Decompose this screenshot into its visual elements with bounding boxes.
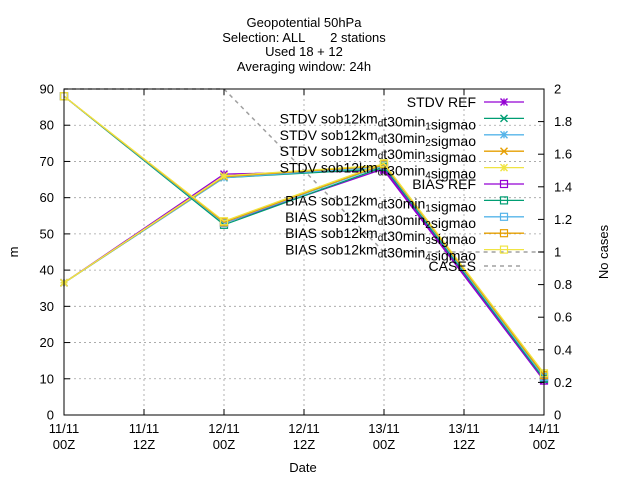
titles: Geopotential 50hPa Selection: ALL 2 stat… — [6, 15, 611, 475]
legend-item: BIAS sob12kmdt30min3sigmao — [285, 225, 524, 247]
y-tick-label: 30 — [40, 299, 54, 314]
data-point — [499, 179, 509, 189]
data-point — [379, 159, 389, 168]
x-tick-label-time: 12Z — [133, 437, 155, 452]
y2-tick-label: 1.6 — [554, 147, 572, 162]
x-tick-label-time: 00Z — [533, 437, 555, 452]
y-tick-label: 60 — [40, 190, 54, 205]
legend-label: BIAS sob12kmdt30min4sigmao — [285, 242, 476, 264]
y2-tick-label: 0.2 — [554, 375, 572, 390]
y2-tick-label: 0.4 — [554, 342, 572, 357]
series-line — [63, 95, 545, 380]
legend-label: STDV sob12kmdt30min2sigmao — [280, 127, 477, 149]
x-tick-label: 14/11 — [528, 421, 560, 436]
data-point — [500, 114, 508, 123]
y-tick-label: 50 — [40, 226, 54, 241]
data-point — [220, 171, 228, 180]
legend-item: STDV sob12kmdt30min2sigmao — [280, 127, 524, 149]
legend-item: CASES — [429, 258, 524, 274]
y2-axis-label: No cases — [596, 224, 611, 279]
legend-item: BIAS sob12kmdt30min2sigmao — [285, 209, 524, 231]
y2-tick-label: 0 — [554, 408, 561, 423]
x-tick-label: 12/11 — [208, 421, 240, 436]
data-point — [499, 229, 509, 238]
y-tick-label: 80 — [40, 118, 54, 133]
legend-item: STDV sob12kmdt30min3sigmao — [280, 143, 524, 165]
legend-label: CASES — [429, 258, 476, 274]
chart-title-line-2: Selection: ALL 2 stations — [222, 30, 386, 45]
y2-tick-label: 0.6 — [554, 310, 572, 325]
x-tick-label: 12/11 — [288, 421, 320, 436]
x-tick-label: 11/11 — [49, 421, 80, 436]
legend-label: STDV sob12kmdt30min3sigmao — [280, 143, 477, 165]
legend-label: BIAS sob12kmdt30min3sigmao — [285, 225, 476, 247]
chart-title-line-1: Geopotential 50hPa — [247, 15, 363, 30]
legend-item: STDV sob12kmdt30min1sigmao — [280, 110, 524, 132]
x-tick-label: 13/11 — [368, 421, 400, 436]
x-tick-label-time: 00Z — [373, 437, 395, 452]
y2-tick-label: 1 — [554, 245, 561, 260]
data-point — [499, 212, 509, 221]
data-point — [219, 217, 229, 226]
y2-tick-label: 0.8 — [554, 277, 572, 292]
grid — [64, 89, 544, 415]
x-tick-label-time: 00Z — [53, 437, 75, 452]
x-tick-label-time: 12Z — [293, 437, 315, 452]
x-tick-label: 13/11 — [448, 421, 480, 436]
axes: 11/1100Z11/1112Z12/1100Z12/1112Z13/1100Z… — [40, 82, 573, 453]
y2-tick-label: 2 — [554, 82, 561, 97]
legend-label: BIAS REF — [412, 176, 476, 192]
legend-item: STDV sob12kmdt30min4sigmao — [280, 160, 524, 182]
x-tick-label-time: 00Z — [213, 437, 235, 452]
y-tick-label: 20 — [40, 335, 54, 350]
series-line — [63, 95, 545, 374]
data-point — [500, 163, 508, 172]
legend-label: BIAS sob12kmdt30min2sigmao — [285, 209, 476, 231]
x-axis-label: Date — [289, 460, 316, 475]
y-tick-label: 0 — [47, 408, 54, 423]
legend-label: STDV sob12kmdt30min4sigmao — [280, 160, 477, 182]
chart-title-line-4: Averaging window: 24h — [237, 59, 371, 74]
y2-tick-label: 1.8 — [554, 114, 572, 129]
data-point — [500, 130, 508, 139]
series-layer — [59, 92, 549, 385]
y-tick-label: 40 — [40, 263, 54, 278]
y-tick-label: 70 — [40, 154, 54, 169]
y-tick-label: 10 — [40, 371, 54, 386]
legend-item: BIAS REF — [412, 176, 524, 192]
y-tick-label: 90 — [40, 82, 54, 97]
legend-label: STDV REF — [407, 94, 476, 110]
chart-title-line-3: Used 18 + 12 — [265, 44, 343, 59]
legend-item: BIAS sob12kmdt30min4sigmao — [285, 242, 524, 264]
data-point — [500, 98, 508, 106]
y-axis-label: m — [6, 247, 21, 258]
legend-label: STDV sob12kmdt30min1sigmao — [280, 110, 477, 132]
y2-tick-label: 1.2 — [554, 212, 572, 227]
x-tick-label: 11/11 — [129, 421, 160, 436]
data-point — [499, 245, 509, 254]
data-point — [499, 196, 509, 205]
legend-item: BIAS sob12kmdt30min1sigmao — [285, 192, 524, 214]
legend-item: STDV REF — [407, 94, 524, 110]
x-tick-label-time: 12Z — [453, 437, 475, 452]
y2-tick-label: 1.4 — [554, 179, 572, 194]
data-point — [500, 147, 508, 156]
legend-label: BIAS sob12kmdt30min1sigmao — [285, 192, 476, 214]
